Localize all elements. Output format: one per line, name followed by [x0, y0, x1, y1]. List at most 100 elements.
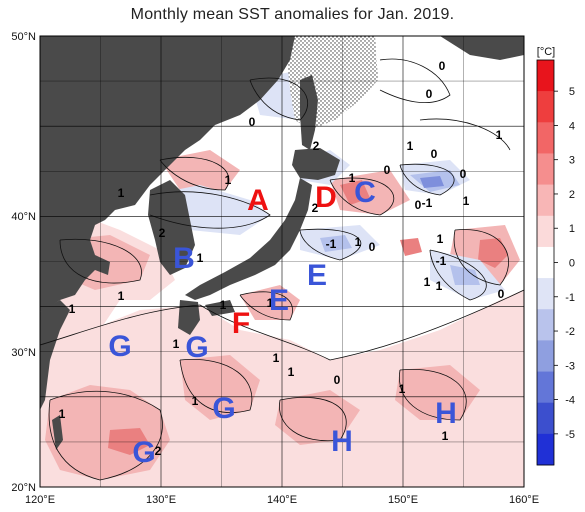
- contour-label: 1: [173, 337, 180, 351]
- warm-anomaly-area: [45, 385, 170, 480]
- contour-line: [239, 291, 293, 321]
- contour-label: 1: [442, 429, 449, 443]
- lon-axis: 120°E 130°E 140°E 150°E 160°E: [25, 494, 539, 506]
- contour-label: 1: [118, 186, 125, 200]
- contour-label: 0: [439, 59, 446, 73]
- colorbar-swatch: [537, 433, 554, 466]
- contour-label: 1: [59, 407, 66, 421]
- lat-label: 40°N: [11, 211, 36, 223]
- contour-label: 1: [349, 171, 356, 185]
- region-label-g: G: [185, 331, 208, 364]
- contour-label: 0: [249, 115, 256, 129]
- colorbar-swatch: [537, 246, 554, 279]
- contour-label: 0: [460, 167, 467, 181]
- cool-anomaly-core: [320, 235, 352, 252]
- contour-label: 1: [267, 296, 274, 310]
- warm-anomaly-area: [160, 150, 240, 190]
- contour-label: 0: [334, 373, 341, 387]
- contour-line: [329, 177, 395, 216]
- contour-label: 1: [407, 139, 414, 153]
- warm-anomaly-area: [275, 390, 360, 445]
- region-label-d: D: [315, 181, 337, 214]
- colorbar-ticks: 5 4 3 2 1 0 -1 -2 -3 -4 -5: [554, 86, 575, 441]
- cool-anomaly-core: [420, 176, 444, 188]
- colorbar-swatch: [537, 278, 554, 310]
- region-label-b: B: [173, 242, 195, 275]
- land-honshu: [185, 178, 312, 300]
- land-layer: [40, 36, 524, 450]
- region-label-e: E: [307, 259, 327, 292]
- colorbar-tick-label: -1: [565, 292, 575, 304]
- land-hokkaido: [292, 148, 340, 180]
- contour-label: 1: [424, 275, 431, 289]
- region-label-f: F: [232, 307, 250, 340]
- colorbar-tick-label: 1: [569, 223, 575, 235]
- contour-line: [48, 390, 163, 481]
- land-asia-mainland: [40, 36, 295, 312]
- contour-label: 1: [436, 279, 443, 293]
- colorbar-swatch: [537, 122, 554, 154]
- contour-line: [398, 368, 467, 421]
- contour-line: [278, 397, 347, 442]
- contour-line: [299, 228, 362, 261]
- contour-label: 1: [273, 351, 280, 365]
- contour-label: -1: [436, 254, 447, 268]
- colorbar-swatch: [537, 153, 554, 185]
- contour-label: 2: [155, 444, 162, 458]
- contour-line: [159, 156, 230, 191]
- colorbar-swatch: [537, 184, 554, 217]
- region-label-e: E: [269, 284, 289, 317]
- colorbar-swatch: [537, 60, 554, 92]
- contour-line: [379, 58, 451, 103]
- graticule: [40, 36, 524, 487]
- contour-line: [453, 229, 509, 286]
- colorbar-swatch: [537, 309, 554, 341]
- map-title: Monthly mean SST anomalies for Jan. 2019…: [130, 6, 455, 23]
- contour-label: 0: [415, 198, 422, 212]
- colorbar-tick-label: -2: [565, 326, 575, 338]
- contour-line: [179, 358, 253, 413]
- contour-label: 1: [197, 251, 204, 265]
- colorbar-tick-label: -4: [565, 395, 575, 407]
- warm-anomaly-area: [180, 355, 260, 420]
- contour-label: 0: [431, 147, 438, 161]
- colorbar-tick-label: -5: [565, 429, 575, 441]
- colorbar-swatch: [537, 215, 554, 248]
- cool-anomaly-core: [450, 265, 480, 285]
- warm-anomaly-area: [395, 365, 480, 420]
- lat-label: 50°N: [11, 31, 36, 43]
- contour-label: 0: [384, 163, 391, 177]
- land-kamchatka: [440, 36, 524, 60]
- contour-label: 1: [496, 128, 503, 142]
- colorbar-swatch: [537, 402, 554, 435]
- contour-label: 2: [312, 201, 319, 215]
- colorbar: [°C] 5 4 3 2 1 0 -1 -2 -3 -4 -5: [536, 46, 575, 466]
- colorbar-tick-label: 0: [569, 258, 575, 270]
- contour-label: 1: [192, 394, 199, 408]
- contour-label: -1: [422, 196, 433, 210]
- lon-label: 120°E: [25, 494, 55, 506]
- plot-frame: [39, 35, 525, 488]
- colorbar-tick-label: 3: [569, 155, 575, 167]
- contour-label: 2: [313, 139, 320, 153]
- land-korea: [148, 180, 195, 275]
- land-kyushu: [178, 300, 200, 335]
- colorbar-swatch: [537, 340, 554, 372]
- colorbar-tick-label: 5: [569, 86, 575, 98]
- warm-anomaly-core: [400, 238, 422, 256]
- contour-label: 0: [369, 240, 376, 254]
- lon-label: 140°E: [267, 494, 297, 506]
- contour-label: 1: [399, 382, 406, 396]
- colorbar-unit: [°C]: [537, 46, 555, 58]
- contour-label: 1: [225, 173, 232, 187]
- contour-line: [149, 191, 271, 229]
- land-taiwan: [52, 415, 63, 450]
- colorbar-tick-label: 2: [569, 189, 575, 201]
- contour-label: 1: [288, 365, 295, 379]
- land-sakhalin: [300, 75, 318, 150]
- warm-anomaly-core: [340, 180, 370, 205]
- contour-label: 1: [69, 302, 76, 316]
- region-label-g: G: [132, 436, 155, 469]
